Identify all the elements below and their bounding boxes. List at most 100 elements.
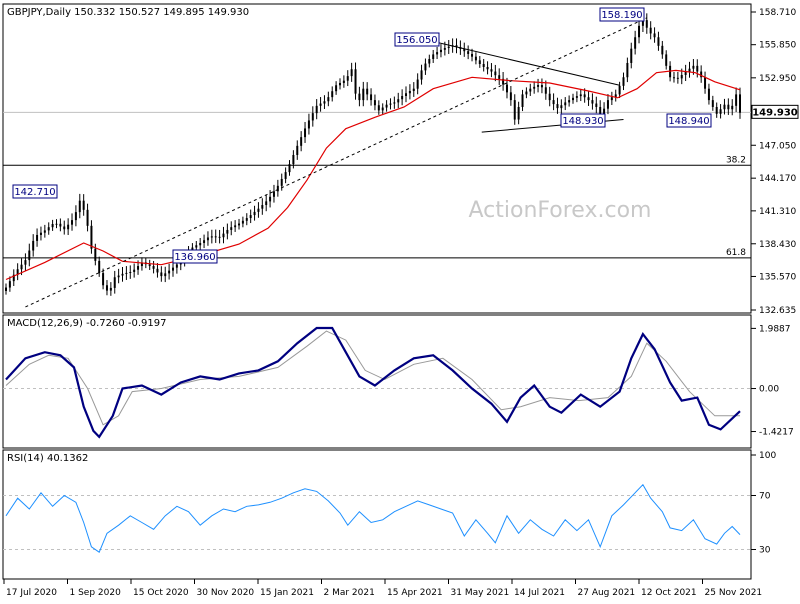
candle-body xyxy=(71,220,74,225)
candle-body xyxy=(311,113,314,121)
candle-body xyxy=(257,208,260,212)
candle-body xyxy=(447,46,450,48)
candle-body xyxy=(5,287,7,291)
candle-body xyxy=(614,94,617,98)
date-tick-label: 1 Sep 2020 xyxy=(70,588,122,598)
candle-body xyxy=(59,223,62,227)
candle-body xyxy=(191,247,194,252)
candle-body xyxy=(739,94,741,113)
candle-body xyxy=(346,76,349,81)
price-label-box xyxy=(172,249,218,264)
candle-body xyxy=(641,20,644,26)
candle-body xyxy=(533,86,536,89)
candle-body xyxy=(129,272,132,273)
candle-body xyxy=(373,100,376,106)
candle-body xyxy=(272,191,275,197)
candle-body xyxy=(692,65,695,69)
watermark: ActionForex.com xyxy=(469,198,652,223)
date-tick-label: 12 Oct 2021 xyxy=(641,588,697,598)
candle-body xyxy=(156,268,159,273)
candle-body xyxy=(405,93,408,96)
candle-body xyxy=(432,54,435,59)
candle-body xyxy=(288,164,291,173)
rsi-tick-label: 100 xyxy=(759,451,776,461)
candle-body xyxy=(502,78,505,85)
candle-body xyxy=(684,71,687,75)
candle-body xyxy=(241,220,244,224)
candle-body xyxy=(350,69,353,77)
candle-body xyxy=(649,27,652,34)
candle-body xyxy=(90,225,93,249)
candle-body xyxy=(175,264,178,268)
date-tick-label: 15 Jan 2021 xyxy=(260,588,314,598)
price-tick-label: 132.635 xyxy=(759,306,796,316)
candle-body xyxy=(67,224,70,230)
candle-body xyxy=(626,62,629,78)
candle-body xyxy=(199,242,202,246)
candle-body xyxy=(218,236,221,238)
price-label: 148.940 xyxy=(668,116,709,127)
candle-body xyxy=(696,65,699,72)
rsi-tick-label: 70 xyxy=(759,492,771,502)
candle-body xyxy=(560,105,563,109)
candle-body xyxy=(137,266,140,270)
candle-body xyxy=(428,58,431,64)
candle-body xyxy=(707,88,710,101)
candle-body xyxy=(587,97,590,101)
candle-body xyxy=(478,60,481,64)
candle-body xyxy=(474,56,477,61)
candle-body xyxy=(408,90,411,94)
candle-body xyxy=(222,233,225,238)
candle-body xyxy=(443,48,446,50)
date-tick-label: 27 Aug 2021 xyxy=(578,588,636,598)
price-panel-frame xyxy=(2,3,752,314)
candle-body xyxy=(230,227,233,230)
candle-body xyxy=(436,52,439,55)
candle-body xyxy=(727,104,730,110)
candle-body xyxy=(171,267,174,271)
candle-body xyxy=(672,77,675,79)
date-tick-label: 25 Nov 2021 xyxy=(705,588,763,598)
candle-body xyxy=(471,53,474,57)
candle-body xyxy=(32,240,35,251)
candle-body xyxy=(86,209,89,226)
candle-body xyxy=(269,196,272,202)
candle-body xyxy=(20,264,23,270)
price-tick-label: 138.430 xyxy=(759,240,796,250)
price-tick-label: 147.050 xyxy=(759,141,796,151)
macd-title: MACD(12,26,9) -0.7260 -0.9197 xyxy=(7,318,167,329)
candle-body xyxy=(455,45,458,48)
candle-body xyxy=(265,201,268,206)
candle-body xyxy=(548,93,551,101)
candle-body xyxy=(24,260,27,265)
candle-body xyxy=(331,91,334,98)
price-label-box xyxy=(666,113,712,128)
candle-body xyxy=(125,272,128,274)
candle-body xyxy=(98,260,101,274)
price-label: 156.050 xyxy=(396,35,437,46)
candle-body xyxy=(572,97,575,101)
candle-body xyxy=(362,88,365,101)
candle-body xyxy=(12,274,15,282)
trendline xyxy=(25,17,648,308)
rsi-panel-frame xyxy=(2,449,752,580)
candle-body xyxy=(700,71,703,78)
candle-body xyxy=(731,105,734,110)
candle-body xyxy=(276,185,279,192)
candle-body xyxy=(214,236,217,238)
candle-body xyxy=(253,211,256,216)
candle-body xyxy=(676,77,679,79)
date-tick-label: 15 Oct 2020 xyxy=(133,588,189,598)
candle-body xyxy=(680,74,683,79)
candle-body xyxy=(420,70,423,80)
price-tick-label: 144.170 xyxy=(759,174,796,184)
candle-body xyxy=(210,236,213,238)
candle-body xyxy=(168,270,171,274)
candle-body xyxy=(292,154,295,165)
candle-body xyxy=(342,80,345,83)
fib-label: 38.2 xyxy=(726,155,746,165)
price-title: GBPJPY,Daily 150.332 150.527 149.895 149… xyxy=(7,7,249,18)
candle-body xyxy=(424,63,427,71)
candle-body xyxy=(226,229,229,234)
